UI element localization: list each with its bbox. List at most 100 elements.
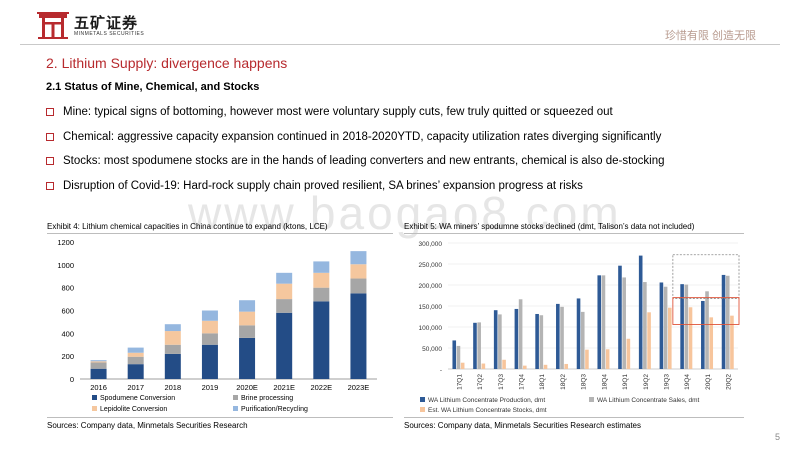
x-tick-label: 2020E (236, 383, 258, 392)
x-tick-label: 19Q4 (684, 374, 691, 390)
x-tick-label: 18Q2 (560, 374, 567, 390)
legend-swatch (233, 395, 238, 400)
y-tick-label: 0 (70, 375, 74, 384)
bar-segment (239, 337, 256, 379)
highlight-box-production (672, 254, 740, 299)
y-tick-label: 100,000 (419, 325, 443, 332)
bullet-text: Stocks: most spodumene stocks are in the… (63, 155, 665, 167)
bar (580, 311, 585, 369)
bar-segment (276, 312, 293, 379)
bar (643, 282, 647, 369)
bar (709, 317, 714, 369)
exhibit-5-chart: - 50,000 100,000 150,000 200,000 250,000 300,0… (419, 241, 740, 414)
bullet-square-icon (46, 157, 54, 165)
bar (539, 315, 544, 369)
page-number: 5 (774, 432, 780, 442)
bullet-item: Disruption of Covid-19: Hard-rock supply… (46, 180, 583, 192)
bar-segment (201, 310, 218, 321)
bar (605, 349, 610, 369)
y-tick-label: 600 (61, 307, 74, 316)
bar-segment (127, 364, 144, 379)
bar (452, 340, 457, 369)
exhibit-5-bottom-rule (404, 417, 744, 418)
bar-segment (127, 356, 144, 365)
watermark: www.baogao8.com (188, 187, 622, 239)
y-tick-label: 800 (61, 284, 74, 293)
bar (725, 275, 730, 369)
legend-swatch (420, 407, 425, 412)
bar (576, 298, 581, 369)
bullet-text: Chemical: aggressive capacity expansion … (63, 131, 662, 143)
exhibit-5-title: Exhibit 5: WA miners’ spodumne stocks de… (404, 222, 695, 231)
bar-segment (201, 344, 218, 379)
legend-swatch (233, 406, 238, 411)
legend-label: Purification/Recycling (241, 406, 308, 413)
x-tick-label: 2021E (273, 383, 295, 392)
bar-segment (239, 300, 256, 312)
y-tick-label: 200,000 (419, 283, 443, 290)
y-tick-label: 1000 (57, 261, 74, 270)
exhibit-4-chart: 0 200 400 600 800 1000 1200 2016 2017 2018 2019 202… (57, 238, 377, 413)
legend-swatch (92, 406, 97, 411)
bar (564, 363, 569, 369)
bar-segment (350, 293, 367, 379)
legend-swatch (92, 395, 97, 400)
x-tick-label: 2019 (202, 383, 219, 392)
bullet-square-icon (46, 182, 54, 190)
x-tick-label: 2016 (90, 383, 107, 392)
bar-segment (90, 361, 107, 363)
legend-label: WA Lithium Concentrate Production, dmt (428, 397, 545, 404)
x-tick-label: 17Q1 (456, 374, 463, 390)
bar-segment (164, 344, 181, 354)
bullet-item: Stocks: most spodumene stocks are in the… (46, 155, 665, 167)
y-tick-label: 200 (61, 352, 74, 361)
x-tick-label: 18Q3 (581, 374, 588, 390)
bar (523, 365, 527, 369)
bullet-text: Disruption of Covid-19: Hard-rock supply… (63, 180, 583, 192)
bar (618, 265, 622, 369)
y-tick-label: - (440, 367, 442, 374)
bar (543, 364, 548, 369)
slogan: 珍惜有限 创造无限 (664, 30, 756, 42)
bar (556, 303, 560, 369)
gate-logo-icon (37, 12, 69, 39)
bar-segment (164, 331, 181, 345)
x-tick-label: 19Q1 (622, 374, 629, 390)
bar-segment (276, 283, 293, 300)
exhibit-4-bottom-rule (47, 417, 393, 418)
bar-segment (239, 325, 256, 338)
bullet-square-icon (46, 133, 54, 141)
bar-segment (350, 278, 367, 294)
bar (659, 282, 664, 369)
x-tick-label: 18Q1 (539, 374, 546, 390)
bar-segment (201, 333, 218, 345)
bar (701, 300, 705, 369)
bar (585, 349, 589, 369)
bar (460, 362, 465, 369)
bar (514, 308, 519, 369)
bar (730, 315, 734, 369)
x-tick-label: 20Q2 (726, 374, 733, 390)
legend-label: WA Lithium Concentrate Sales, dmt (597, 397, 700, 404)
bar (622, 277, 626, 369)
bullet-text: Mine: typical signs of bottoming, howeve… (63, 106, 613, 118)
bar (601, 275, 606, 369)
legend-label: Brine processing (241, 395, 293, 402)
x-tick-label: 17Q3 (498, 374, 505, 390)
bar (647, 312, 651, 369)
bar-segment (313, 301, 330, 379)
legend-label: Est. WA Lithium Concentrate Stocks, dmt (428, 407, 547, 414)
bar (481, 363, 486, 369)
bullet-item: Mine: typical signs of bottoming, howeve… (46, 106, 613, 118)
bar (688, 307, 693, 369)
exhibit-5-source: Sources: Company data, Minmetals Securit… (404, 421, 641, 430)
exhibit-4-title: Exhibit 4: Lithium chemical capacities i… (47, 222, 328, 231)
x-tick-label: 17Q4 (519, 374, 526, 390)
x-tick-label: 2017 (127, 383, 144, 392)
bar (477, 322, 481, 369)
y-tick-label: 50,000 (422, 346, 442, 353)
bar (684, 284, 689, 369)
legend-swatch (420, 397, 425, 402)
y-tick-label: 400 (61, 329, 74, 338)
bar (680, 284, 684, 369)
